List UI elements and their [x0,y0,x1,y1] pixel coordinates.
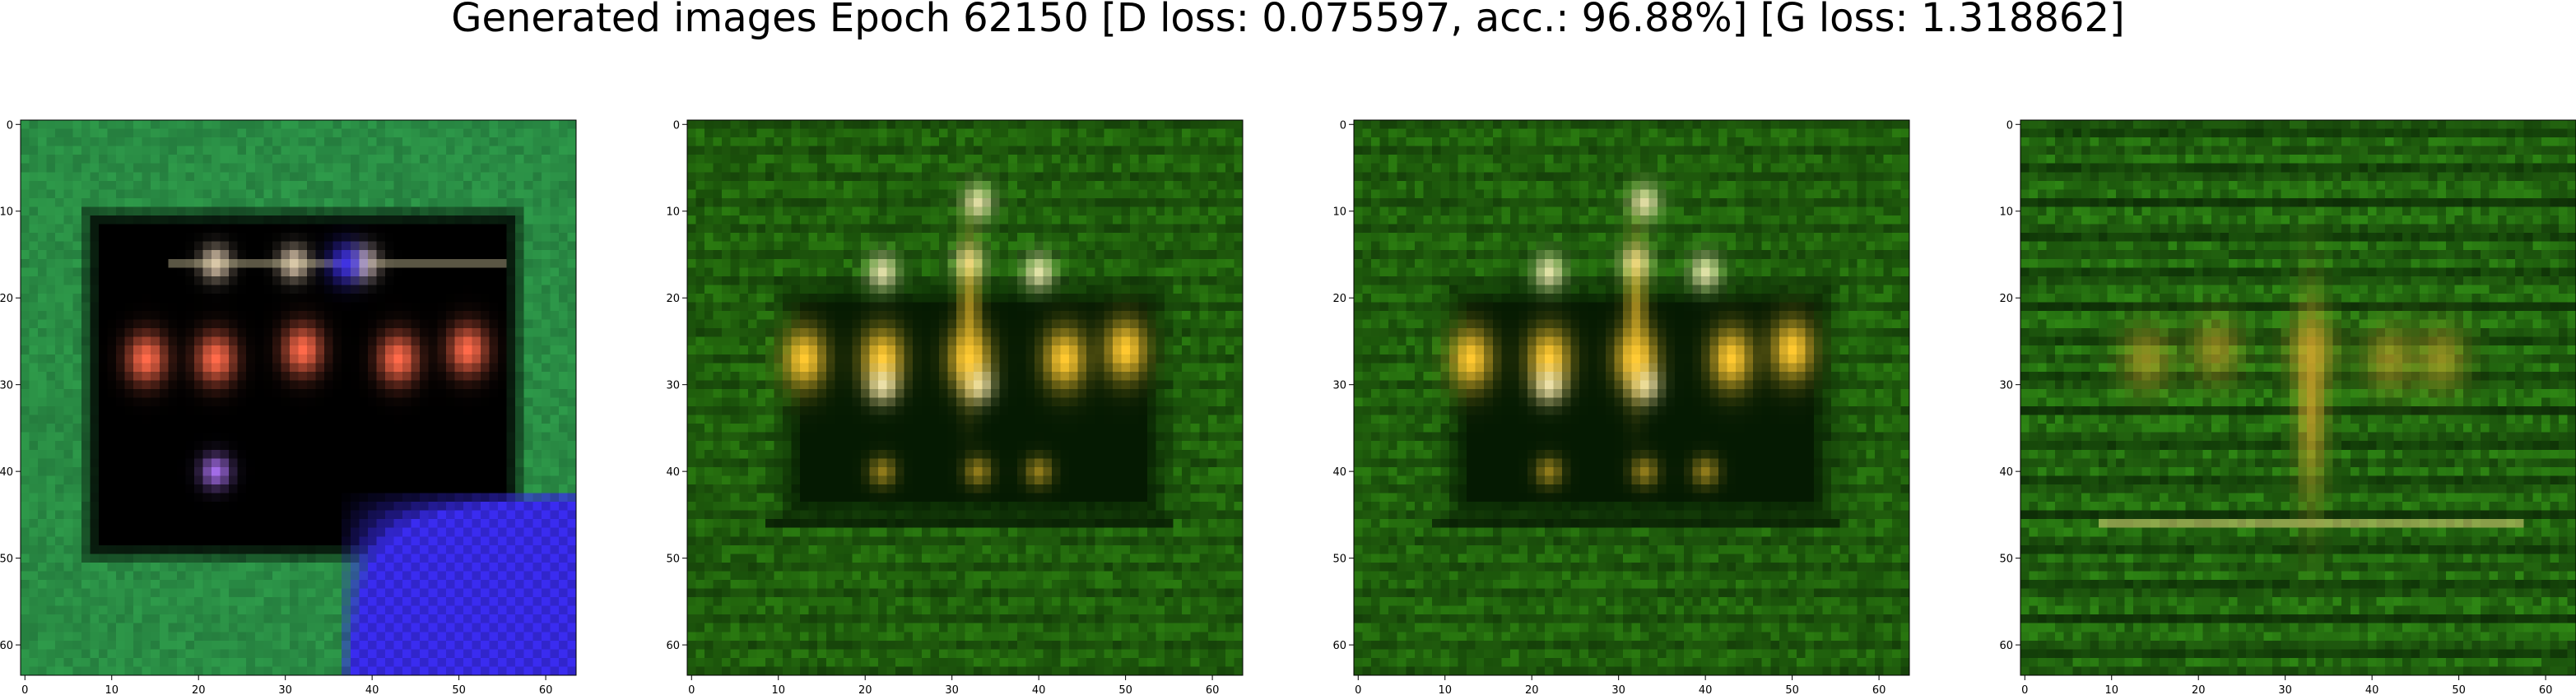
x-tick-label: 60 [539,684,553,695]
x-tick-label: 20 [2192,684,2206,695]
panel-4-pixels [2020,120,2576,676]
panel-1-frame [20,119,577,676]
y-tick-label: 30 [1332,380,1346,392]
y-tick-label: 0 [7,119,13,132]
y-tick-label: 50 [666,554,680,566]
x-tick-label: 10 [105,684,119,695]
y-tick-label: 60 [666,640,680,652]
y-tick-label: 20 [1332,293,1346,305]
y-tick-label: 10 [666,206,680,219]
y-tick-label: 20 [666,293,680,305]
y-tick-label: 60 [0,640,13,652]
y-tick-label: 40 [666,466,680,479]
x-tick-label: 20 [192,684,206,695]
y-tick-label: 0 [2006,119,2013,132]
x-tick-label: 30 [1611,684,1625,695]
panel-1-pixels [21,120,577,676]
x-tick-label: 0 [688,684,695,695]
x-tick-label: 50 [452,684,466,695]
x-tick-label: 50 [2452,684,2466,695]
x-tick-label: 20 [858,684,872,695]
x-tick-label: 60 [1206,684,1220,695]
x-tick-label: 40 [365,684,379,695]
x-tick-label: 50 [1118,684,1132,695]
x-tick-label: 10 [1438,684,1452,695]
image-panel-4: 0 10 20 30 40 50 60 0 10 20 30 40 50 60 [1999,119,2576,695]
x-tick-label: 30 [2278,684,2292,695]
y-tick-label: 0 [1340,119,1346,132]
image-panel-1: 0 10 20 30 40 50 60 0 10 20 30 40 50 60 [0,119,577,695]
x-tick-label: 40 [1032,684,1046,695]
x-tick-label: 10 [2104,684,2118,695]
x-tick-label: 60 [2539,684,2553,695]
x-tick-label: 60 [1872,684,1886,695]
y-tick-label: 20 [0,293,13,305]
y-tick-label: 30 [1999,380,2013,392]
x-tick-label: 50 [1785,684,1799,695]
image-panel-2: 0 10 20 30 40 50 60 0 10 20 30 40 50 60 [666,119,1244,695]
panel-3-pixels [1354,120,1910,676]
panel-2-pixels [687,120,1244,676]
x-tick-label: 30 [278,684,292,695]
y-tick-label: 60 [1332,640,1346,652]
y-tick-label: 40 [0,466,13,479]
y-tick-label: 30 [0,380,13,392]
x-tick-label: 0 [2021,684,2028,695]
x-tick-label: 0 [1355,684,1361,695]
x-tick-label: 0 [21,684,28,695]
y-tick-label: 50 [1332,554,1346,566]
panel-4-frame [2020,119,2576,676]
y-tick-label: 10 [0,206,13,219]
x-tick-label: 20 [1525,684,1539,695]
y-tick-label: 60 [1999,640,2013,652]
x-tick-label: 40 [1699,684,1713,695]
figure-title: Generated images Epoch 62150 [D loss: 0.… [451,0,2125,41]
x-tick-label: 40 [2365,684,2379,695]
y-tick-label: 10 [1999,206,2013,219]
panel-3-frame [1353,119,1910,676]
x-tick-label: 10 [771,684,785,695]
x-tick-label: 30 [945,684,959,695]
y-tick-label: 30 [666,380,680,392]
y-tick-label: 20 [1999,293,2013,305]
y-tick-label: 0 [673,119,680,132]
y-tick-label: 50 [1999,554,2013,566]
image-panel-3: 0 10 20 30 40 50 60 0 10 20 30 40 50 60 [1332,119,1910,695]
y-tick-label: 10 [1332,206,1346,219]
y-tick-label: 40 [1999,466,2013,479]
panel-2-frame [686,119,1244,676]
y-tick-label: 50 [0,554,13,566]
y-tick-label: 40 [1332,466,1346,479]
